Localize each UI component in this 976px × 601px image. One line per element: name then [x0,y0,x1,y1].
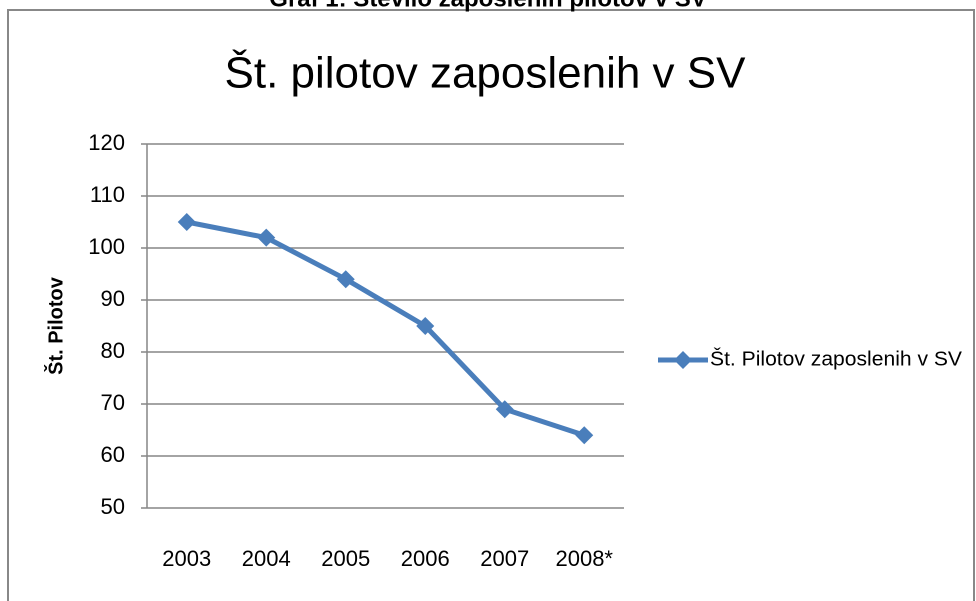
y-tick-label: 90 [101,286,125,311]
y-tick-label: 60 [101,442,125,467]
x-tick-label: 2006 [401,546,450,571]
caption: Graf 1: Število zaposlenih pilotov v SV [269,0,706,12]
y-tick-label: 50 [101,494,125,519]
data-point [177,213,196,231]
data-line [186,219,586,438]
data-point [575,426,594,445]
y-tick-label: 70 [101,390,125,415]
x-tick-label: 2005 [321,546,370,571]
chart-title: Št. pilotov zaposlenih v SV [225,48,747,98]
chart-frame [7,9,975,601]
data-point [495,400,514,419]
y-tick-label: 80 [101,338,125,363]
x-tick-label: 2007 [480,546,529,571]
legend-marker [674,351,692,369]
x-tick-label: 2008* [555,546,613,571]
y-axis-label: Št. Pilotov [43,276,67,375]
data-point [257,228,276,247]
legend-label: Št. Pilotov zaposlenih v SV [710,347,963,370]
x-tick-label: 2003 [162,546,211,571]
data-point [416,317,435,335]
y-tick-label: 100 [88,234,125,259]
data-point [336,270,355,289]
x-tick-label: 2004 [242,546,291,571]
y-tick-label: 120 [88,130,125,155]
y-tick-label: 110 [90,182,125,207]
